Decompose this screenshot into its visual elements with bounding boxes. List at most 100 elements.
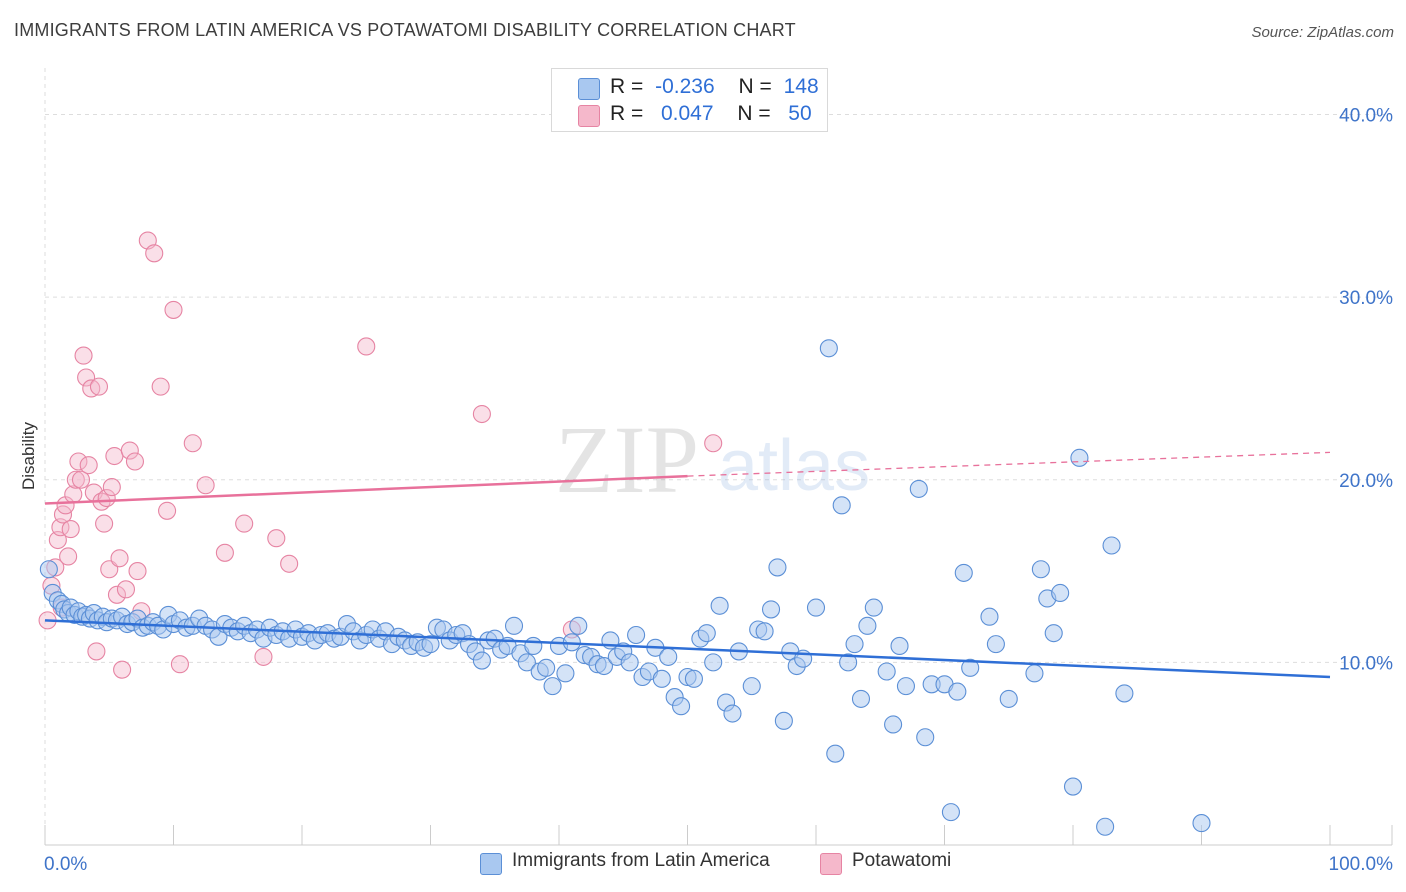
potawatomi-trend-extension [687,451,1331,477]
latin-america-point [594,656,614,676]
latin-america-point [851,689,871,708]
latin-america-point [909,479,928,498]
latin-america-point [524,636,543,655]
source-label: Source: ZipAtlas.com [1251,24,1394,41]
latin-america-point [1192,814,1211,833]
trend-lines [44,451,1331,679]
y-tick-label: 40.0% [1339,106,1393,127]
bottom-legend-label-latin-america: Immigrants from Latin America [512,850,770,871]
latin-america-point [556,664,575,683]
latin-america-point [472,651,491,670]
legend-r-value: -0.236 [655,75,715,98]
potawatomi-point [102,478,121,497]
latin-america-point [1063,777,1083,796]
bottom-legend-swatch-blue [480,853,502,875]
potawatomi-point [120,441,139,460]
bottom-legend-swatch-pink [820,853,842,875]
latin-america-point [723,704,742,723]
y-tick-label: 30.0% [1339,288,1393,309]
potawatomi-point [254,647,273,666]
potawatomi-point [77,368,96,387]
potawatomi-point [145,244,164,263]
latin-america-point [761,600,781,619]
potawatomi-point [116,580,136,599]
potawatomi-point [74,346,93,365]
latin-america-point [1025,664,1044,683]
latin-america-point [537,658,556,677]
axis-labels: 10.0% 20.0% 30.0% 40.0% 0.0% 100.0% Disability [19,106,1393,875]
potawatomi-point [357,337,376,356]
latin-america-point [704,653,723,672]
latin-america-point [543,677,562,696]
latin-america-point [755,622,774,641]
latin-america-point [839,653,858,672]
latin-america-point [832,496,851,515]
potawatomi-point [61,520,80,539]
potawatomi-point [87,642,106,661]
potawatomi-point [196,476,215,495]
y-axis-label: Disability [19,421,38,490]
legend-swatch-blue [578,78,600,100]
latin-america-point [986,635,1005,654]
latin-america-point [768,558,787,577]
legend-n-label: N = [737,102,771,125]
potawatomi-point [89,377,109,396]
latin-america-point [858,616,877,635]
potawatomi-point [183,434,202,453]
legend-swatch-pink [578,105,600,127]
legend-r-label: R = [610,75,644,98]
latin-america-point [819,339,838,358]
latin-america-point [890,636,909,655]
bottom-legend-potawatomi: Potawatomi [820,850,952,875]
potawatomi-point [66,470,85,489]
potawatomi-point [79,456,98,475]
potawatomi-point [113,660,132,679]
legend-n-value: 148 [783,75,819,98]
latin-america-point [1044,624,1063,643]
potawatomi-point [151,377,170,396]
potawatomi-point [107,585,127,604]
latin-america-point [652,669,671,688]
potawatomi-point [472,404,491,424]
x-tick-label-max: 100.0% [1329,854,1394,875]
potawatomi-point [59,547,78,566]
latin-america-point [884,715,903,734]
latin-america-point [948,682,967,701]
watermark-atlas: atlas [718,426,870,506]
latin-america-point [864,598,883,617]
latin-america-point [806,598,826,617]
latin-america-point [1051,583,1070,603]
legend-n-label: N = [738,75,772,98]
potawatomi-point [280,554,299,573]
latin-america-point [659,647,678,666]
y-tick-label: 10.0% [1339,653,1393,674]
latin-america-point [1070,448,1089,467]
latin-america-point [954,563,973,582]
bottom-legend-label-potawatomi: Potawatomi [852,850,952,871]
legend-r-value: 0.047 [655,102,714,125]
latin-america-point [569,616,588,635]
potawatomi-point [71,470,91,489]
legend-r-label: R = [610,102,644,125]
latin-america-point [517,653,536,672]
axes [44,68,1393,846]
latin-america-trend-line [44,619,1331,679]
latin-america-point [684,669,703,688]
chart-title: IMMIGRANTS FROM LATIN AMERICA VS POTAWAT… [14,20,796,40]
latin-america-point [896,677,916,696]
latin-america-point [672,697,691,716]
latin-america-point [845,635,864,654]
potawatomi-point [69,452,88,471]
potawatomi-point [125,452,144,471]
potawatomi-point [110,549,129,568]
latin-america-point [39,560,58,579]
potawatomi-point [215,543,234,562]
watermark-zip: ZIP [555,406,699,513]
latin-america-point [504,616,524,635]
y-tick-label: 20.0% [1339,471,1393,492]
x-tick-label-min: 0.0% [44,854,87,875]
latin-america-point [1031,560,1050,579]
legend-n-value: 50 [782,102,812,125]
potawatomi-point [267,529,286,548]
